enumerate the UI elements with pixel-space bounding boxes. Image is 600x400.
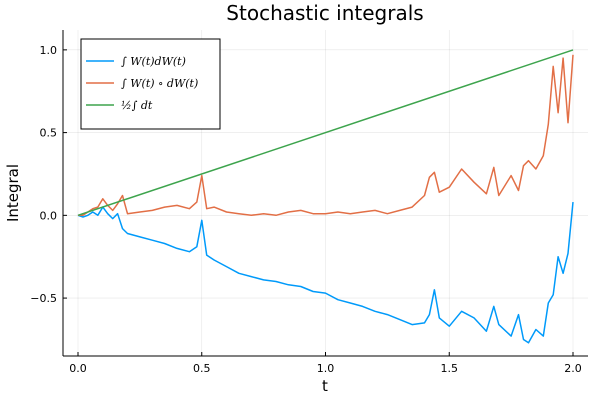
- y-tick-label: 0.5: [40, 127, 58, 140]
- series-group: [77, 49, 574, 344]
- legend: ∫ W(t)dW(t) ∫ W(t) ∘ dW(t) ½∫ dt: [80, 38, 221, 130]
- y-axis-label: Integral: [4, 164, 22, 222]
- chart-title: Stochastic integrals: [226, 1, 423, 25]
- x-ticks: 0.0 0.5 1.0 1.5 2.0: [69, 352, 582, 375]
- x-axis-label: t: [322, 377, 328, 395]
- series-line-0: [77, 202, 574, 344]
- legend-label-series-1: ∫ W(t) ∘ dW(t): [121, 77, 198, 90]
- y-tick-label: 0.0: [40, 209, 58, 222]
- x-tick-label: 0.5: [193, 362, 211, 375]
- legend-label-series-2: ½∫ dt: [121, 99, 153, 112]
- x-tick-label: 1.5: [441, 362, 459, 375]
- x-tick-label: 0.0: [69, 362, 87, 375]
- y-ticks: −0.5 0.0 0.5 1.0: [30, 44, 67, 305]
- legend-label-series-0: ∫ W(t)dW(t): [121, 55, 186, 68]
- y-tick-label: 1.0: [40, 44, 58, 57]
- series-line-1: [78, 54, 574, 217]
- series-line-2: [77, 49, 574, 217]
- y-tick-label: −0.5: [30, 292, 57, 305]
- x-tick-label: 1.0: [317, 362, 335, 375]
- legend-box: [80, 38, 221, 130]
- x-tick-label: 2.0: [564, 362, 582, 375]
